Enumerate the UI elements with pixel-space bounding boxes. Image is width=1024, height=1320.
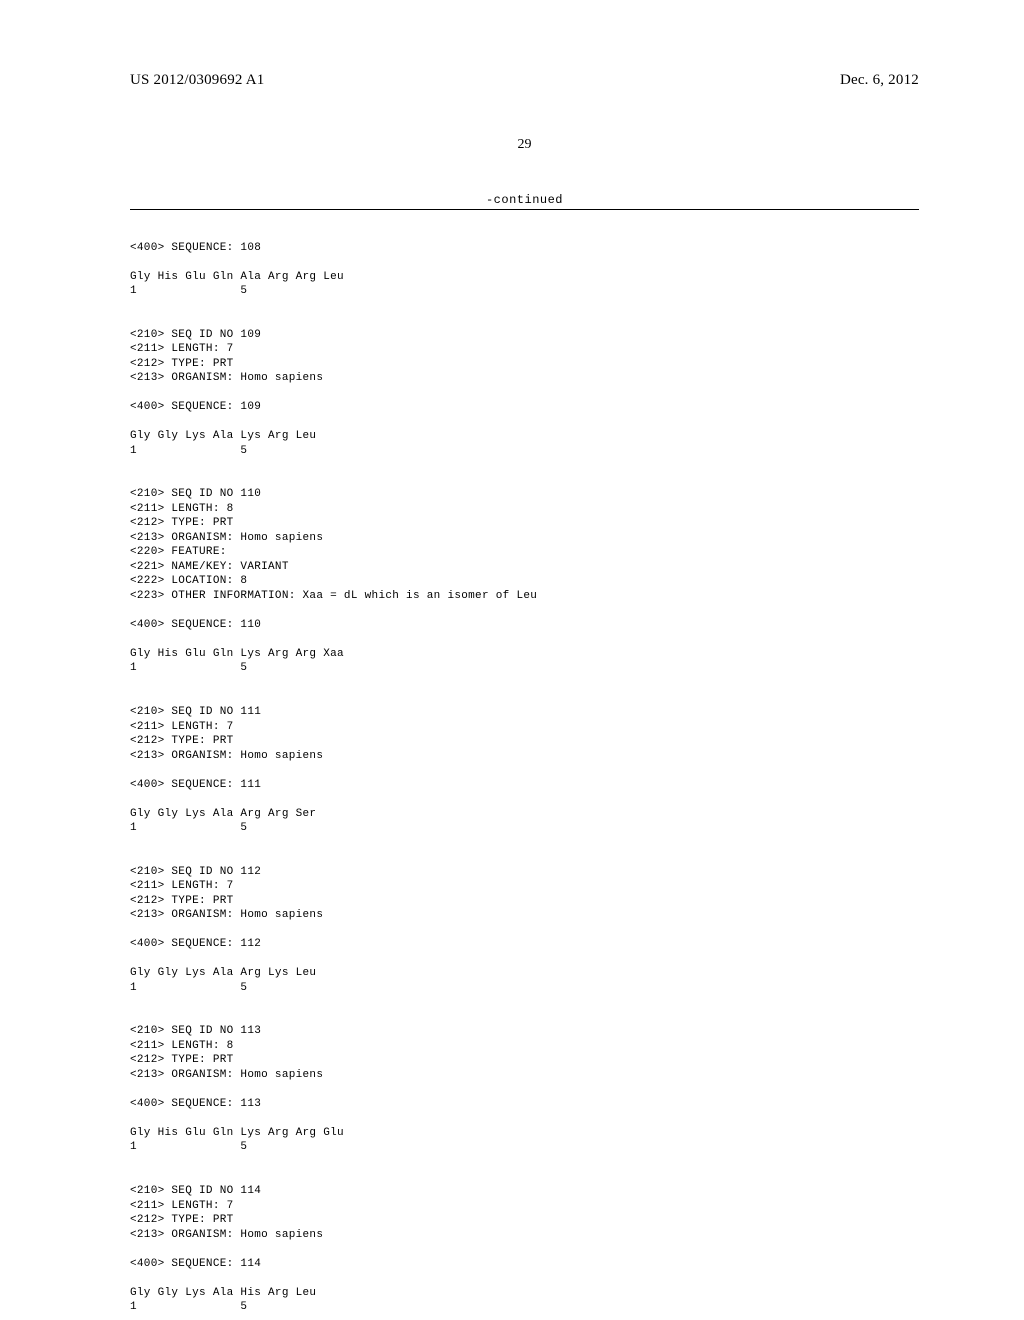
patent-page: US 2012/0309692 A1 Dec. 6, 2012 29 -cont… xyxy=(0,0,1024,1315)
publication-date: Dec. 6, 2012 xyxy=(840,72,919,89)
page-header: US 2012/0309692 A1 Dec. 6, 2012 xyxy=(130,72,919,89)
page-number: 29 xyxy=(130,137,919,153)
publication-number: US 2012/0309692 A1 xyxy=(130,72,264,89)
continued-label: -continued xyxy=(130,193,919,207)
continued-section: -continued xyxy=(130,193,919,210)
horizontal-rule xyxy=(130,209,919,210)
sequence-listing: <400> SEQUENCE: 108 Gly His Glu Gln Ala … xyxy=(130,226,919,1315)
